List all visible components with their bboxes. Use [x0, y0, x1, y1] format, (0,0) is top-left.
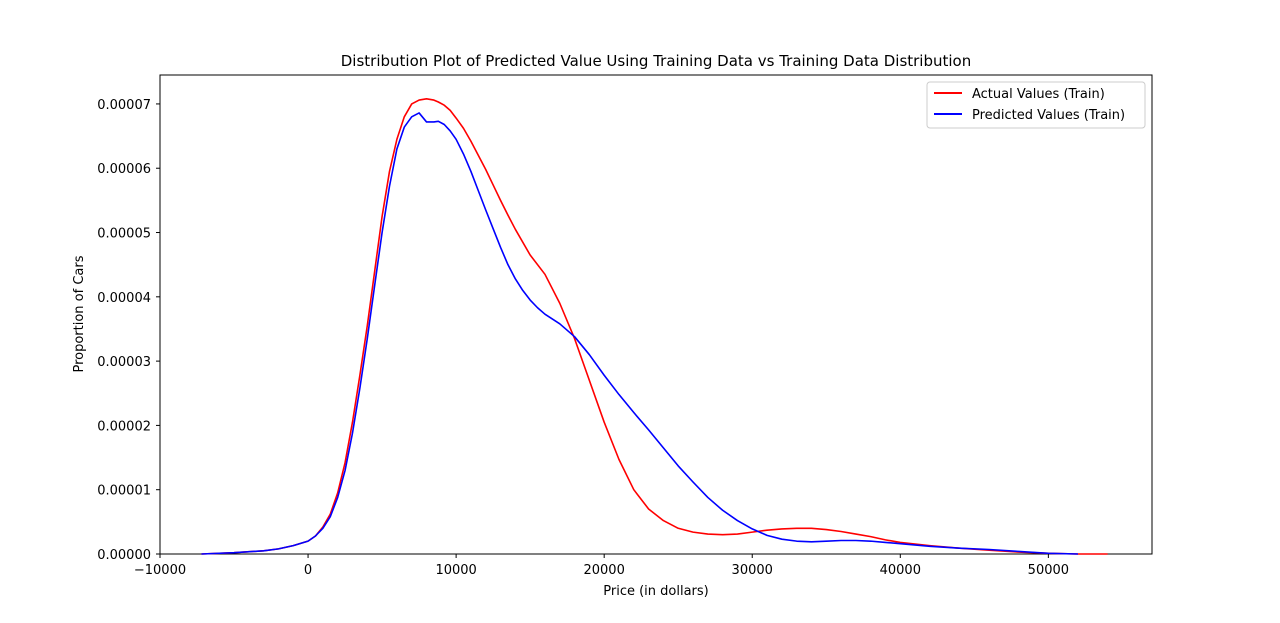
- series-line-predicted: [201, 112, 1078, 555]
- y-axis-ticks: 0.00000 0.00001 0.00002 0.00003 0.00004 0.000…: [97, 98, 160, 563]
- y-tick-label: 0.00004: [97, 291, 151, 306]
- series-line-actual: [201, 97, 1108, 555]
- y-tick-label: 0.00005: [97, 227, 151, 242]
- y-tick-label: 0.00003: [97, 355, 151, 370]
- y-tick-label: 0.00006: [97, 162, 151, 177]
- series-lines: [201, 97, 1108, 555]
- x-tick-label: 20000: [583, 563, 624, 578]
- legend-label-actual: Actual Values (Train): [972, 87, 1105, 102]
- legend: Actual Values (Train) Predicted Values (…: [926, 81, 1146, 129]
- chart-title: Distribution Plot of Predicted Value Usi…: [341, 52, 972, 70]
- y-tick-label: 0.00000: [97, 548, 151, 563]
- y-axis-title: Proportion of Cars: [72, 255, 87, 372]
- x-axis-ticks: −10000 0 10000 20000 30000 40000 50000: [134, 554, 1069, 578]
- plot-area: [159, 74, 1153, 555]
- y-tick-label: 0.00001: [97, 484, 151, 499]
- x-tick-label: 10000: [435, 563, 476, 578]
- x-axis-title: Price (in dollars): [603, 584, 709, 599]
- x-tick-label: 0: [304, 563, 312, 578]
- y-tick-label: 0.00002: [97, 419, 151, 434]
- x-tick-label: 40000: [880, 563, 921, 578]
- y-tick-label: 0.00007: [97, 98, 151, 113]
- legend-label-predicted: Predicted Values (Train): [972, 108, 1125, 123]
- legend-box: [926, 81, 1146, 129]
- x-tick-label: 30000: [732, 563, 773, 578]
- x-tick-label: −10000: [134, 563, 186, 578]
- x-tick-label: 50000: [1028, 563, 1069, 578]
